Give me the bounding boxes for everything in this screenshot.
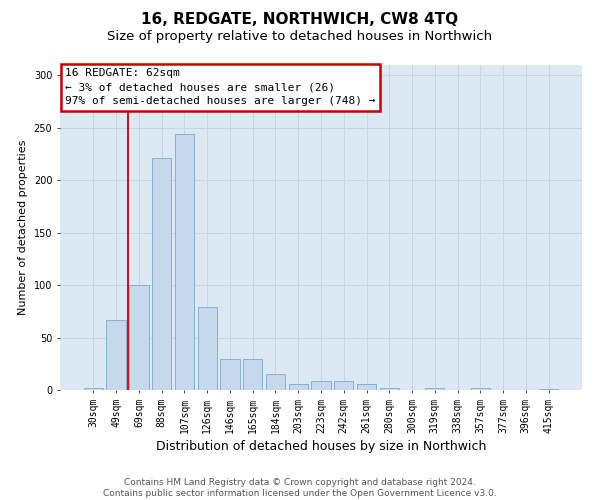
Bar — [470, 388, 490, 390]
Bar — [152, 158, 172, 390]
Bar — [106, 320, 126, 390]
Text: Size of property relative to detached houses in Northwich: Size of property relative to detached ho… — [107, 30, 493, 43]
Bar — [334, 380, 353, 390]
Text: Contains HM Land Registry data © Crown copyright and database right 2024.
Contai: Contains HM Land Registry data © Crown c… — [103, 478, 497, 498]
Bar — [220, 358, 239, 390]
Bar — [266, 374, 285, 390]
Bar — [357, 384, 376, 390]
X-axis label: Distribution of detached houses by size in Northwich: Distribution of detached houses by size … — [156, 440, 486, 453]
Bar — [539, 389, 558, 390]
Bar — [425, 388, 445, 390]
Bar — [197, 307, 217, 390]
Bar — [84, 388, 103, 390]
Bar — [243, 358, 262, 390]
Bar — [289, 384, 308, 390]
Bar — [175, 134, 194, 390]
Y-axis label: Number of detached properties: Number of detached properties — [18, 140, 28, 315]
Bar — [380, 388, 399, 390]
Text: 16, REDGATE, NORTHWICH, CW8 4TQ: 16, REDGATE, NORTHWICH, CW8 4TQ — [142, 12, 458, 28]
Text: 16 REDGATE: 62sqm
← 3% of detached houses are smaller (26)
97% of semi-detached : 16 REDGATE: 62sqm ← 3% of detached house… — [65, 68, 376, 106]
Bar — [311, 380, 331, 390]
Bar — [129, 285, 149, 390]
